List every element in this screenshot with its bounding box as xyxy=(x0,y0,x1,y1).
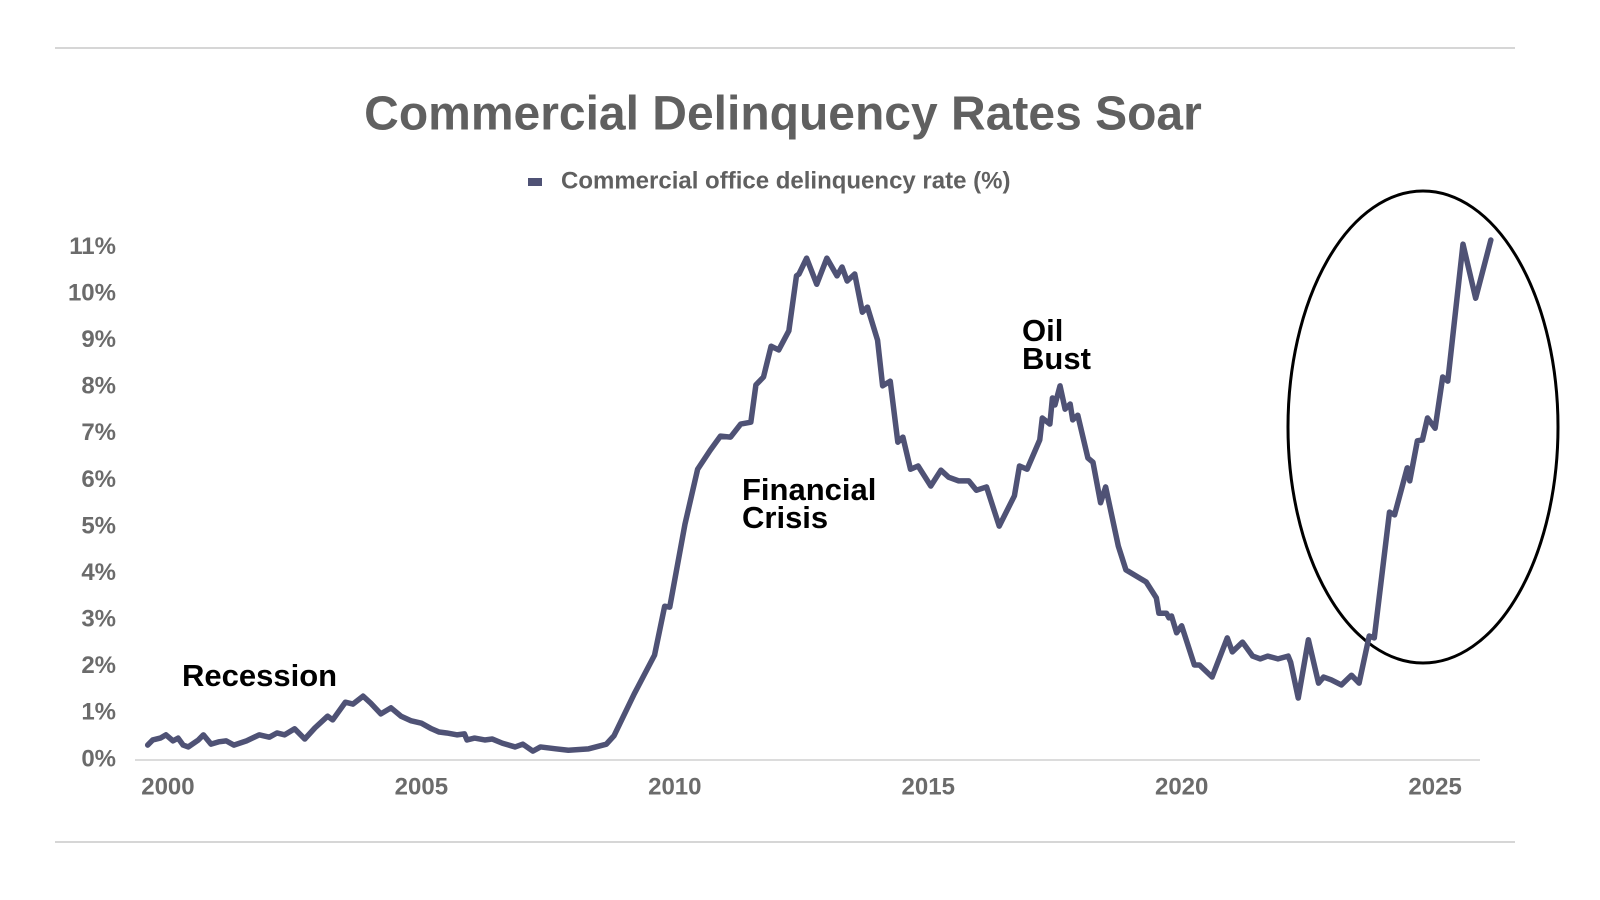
annotation-text: Recession xyxy=(182,658,337,693)
y-tick-label: 3% xyxy=(81,606,116,633)
y-tick-label: 2% xyxy=(81,652,116,679)
y-tick-label: 7% xyxy=(81,419,116,446)
chart-title: Commercial Delinquency Rates Soar xyxy=(364,88,1202,141)
annotation-text: Oil xyxy=(1022,313,1063,348)
y-tick-label: 1% xyxy=(81,699,116,726)
annotation-text: Financial xyxy=(742,472,876,507)
highlight-ellipse xyxy=(1286,189,1560,665)
y-tick-label: 9% xyxy=(81,326,116,353)
y-tick-label: 5% xyxy=(81,512,116,539)
annotation-text: Bust xyxy=(1022,341,1091,376)
y-tick-label: 10% xyxy=(68,279,116,306)
y-tick-label: 6% xyxy=(81,466,116,493)
x-tick-label: 2010 xyxy=(648,773,701,800)
data-line xyxy=(144,237,1494,754)
x-tick-label: 2000 xyxy=(141,773,194,800)
legend-swatch xyxy=(528,178,542,186)
annotation: Recession xyxy=(182,658,337,693)
y-tick-label: 8% xyxy=(81,373,116,400)
x-tick-label: 2020 xyxy=(1155,773,1208,800)
annotation-text: Crisis xyxy=(742,500,828,535)
y-tick-label: 4% xyxy=(81,559,116,586)
x-tick-label: 2025 xyxy=(1408,773,1461,800)
x-tick-label: 2015 xyxy=(902,773,955,800)
y-tick-label: 11% xyxy=(69,233,116,260)
legend-label: Commercial office delinquency rate (%) xyxy=(561,167,1010,194)
y-tick-label: 0% xyxy=(81,745,116,772)
x-tick-label: 2005 xyxy=(395,773,448,800)
